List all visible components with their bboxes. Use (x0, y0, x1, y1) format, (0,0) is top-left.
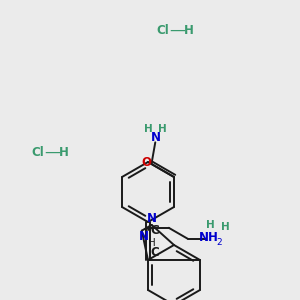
Text: H: H (206, 220, 215, 230)
Text: H: H (148, 238, 156, 248)
Text: NH: NH (199, 231, 219, 244)
Text: N: N (139, 230, 149, 243)
Text: N: N (147, 212, 157, 225)
Text: 2: 2 (216, 238, 222, 247)
Text: H: H (158, 124, 167, 134)
Text: C: C (151, 224, 159, 236)
Text: —: — (169, 22, 185, 38)
Text: —: — (44, 145, 60, 160)
Text: H: H (221, 222, 230, 232)
Text: Cl: Cl (157, 23, 169, 37)
Text: N: N (151, 131, 161, 144)
Text: H: H (184, 23, 194, 37)
Text: Cl: Cl (32, 146, 44, 158)
Text: H: H (59, 146, 69, 158)
Text: H: H (144, 124, 153, 134)
Text: C: C (151, 245, 159, 259)
Text: O: O (142, 157, 152, 169)
